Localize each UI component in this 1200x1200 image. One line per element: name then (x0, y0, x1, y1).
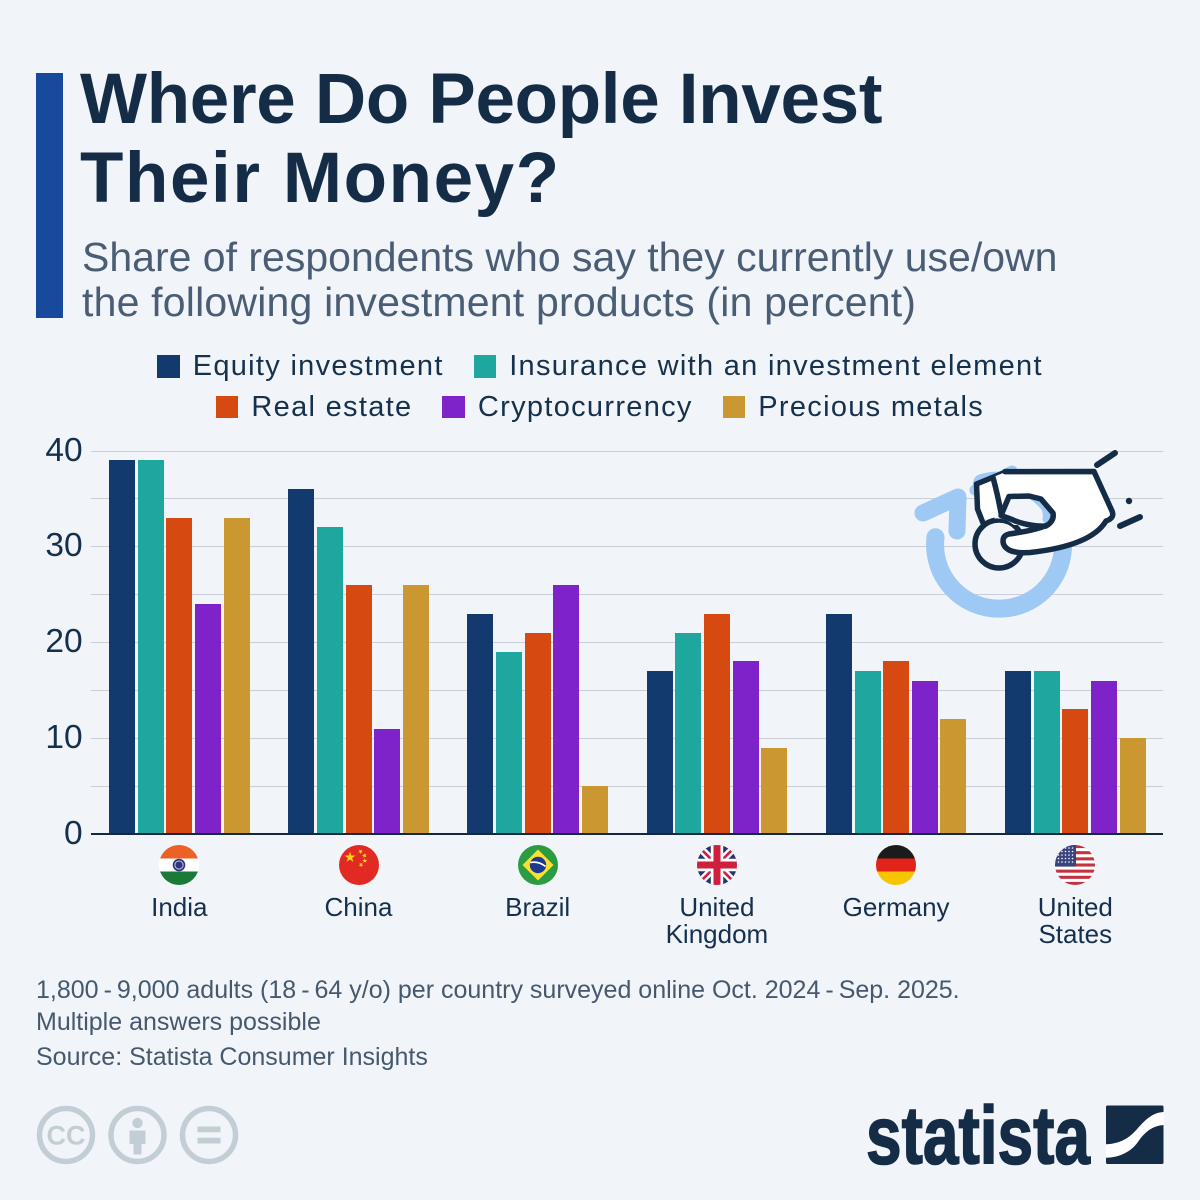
svg-text:statista: statista (866, 1095, 1091, 1170)
svg-text:CC: CC (47, 1121, 86, 1151)
